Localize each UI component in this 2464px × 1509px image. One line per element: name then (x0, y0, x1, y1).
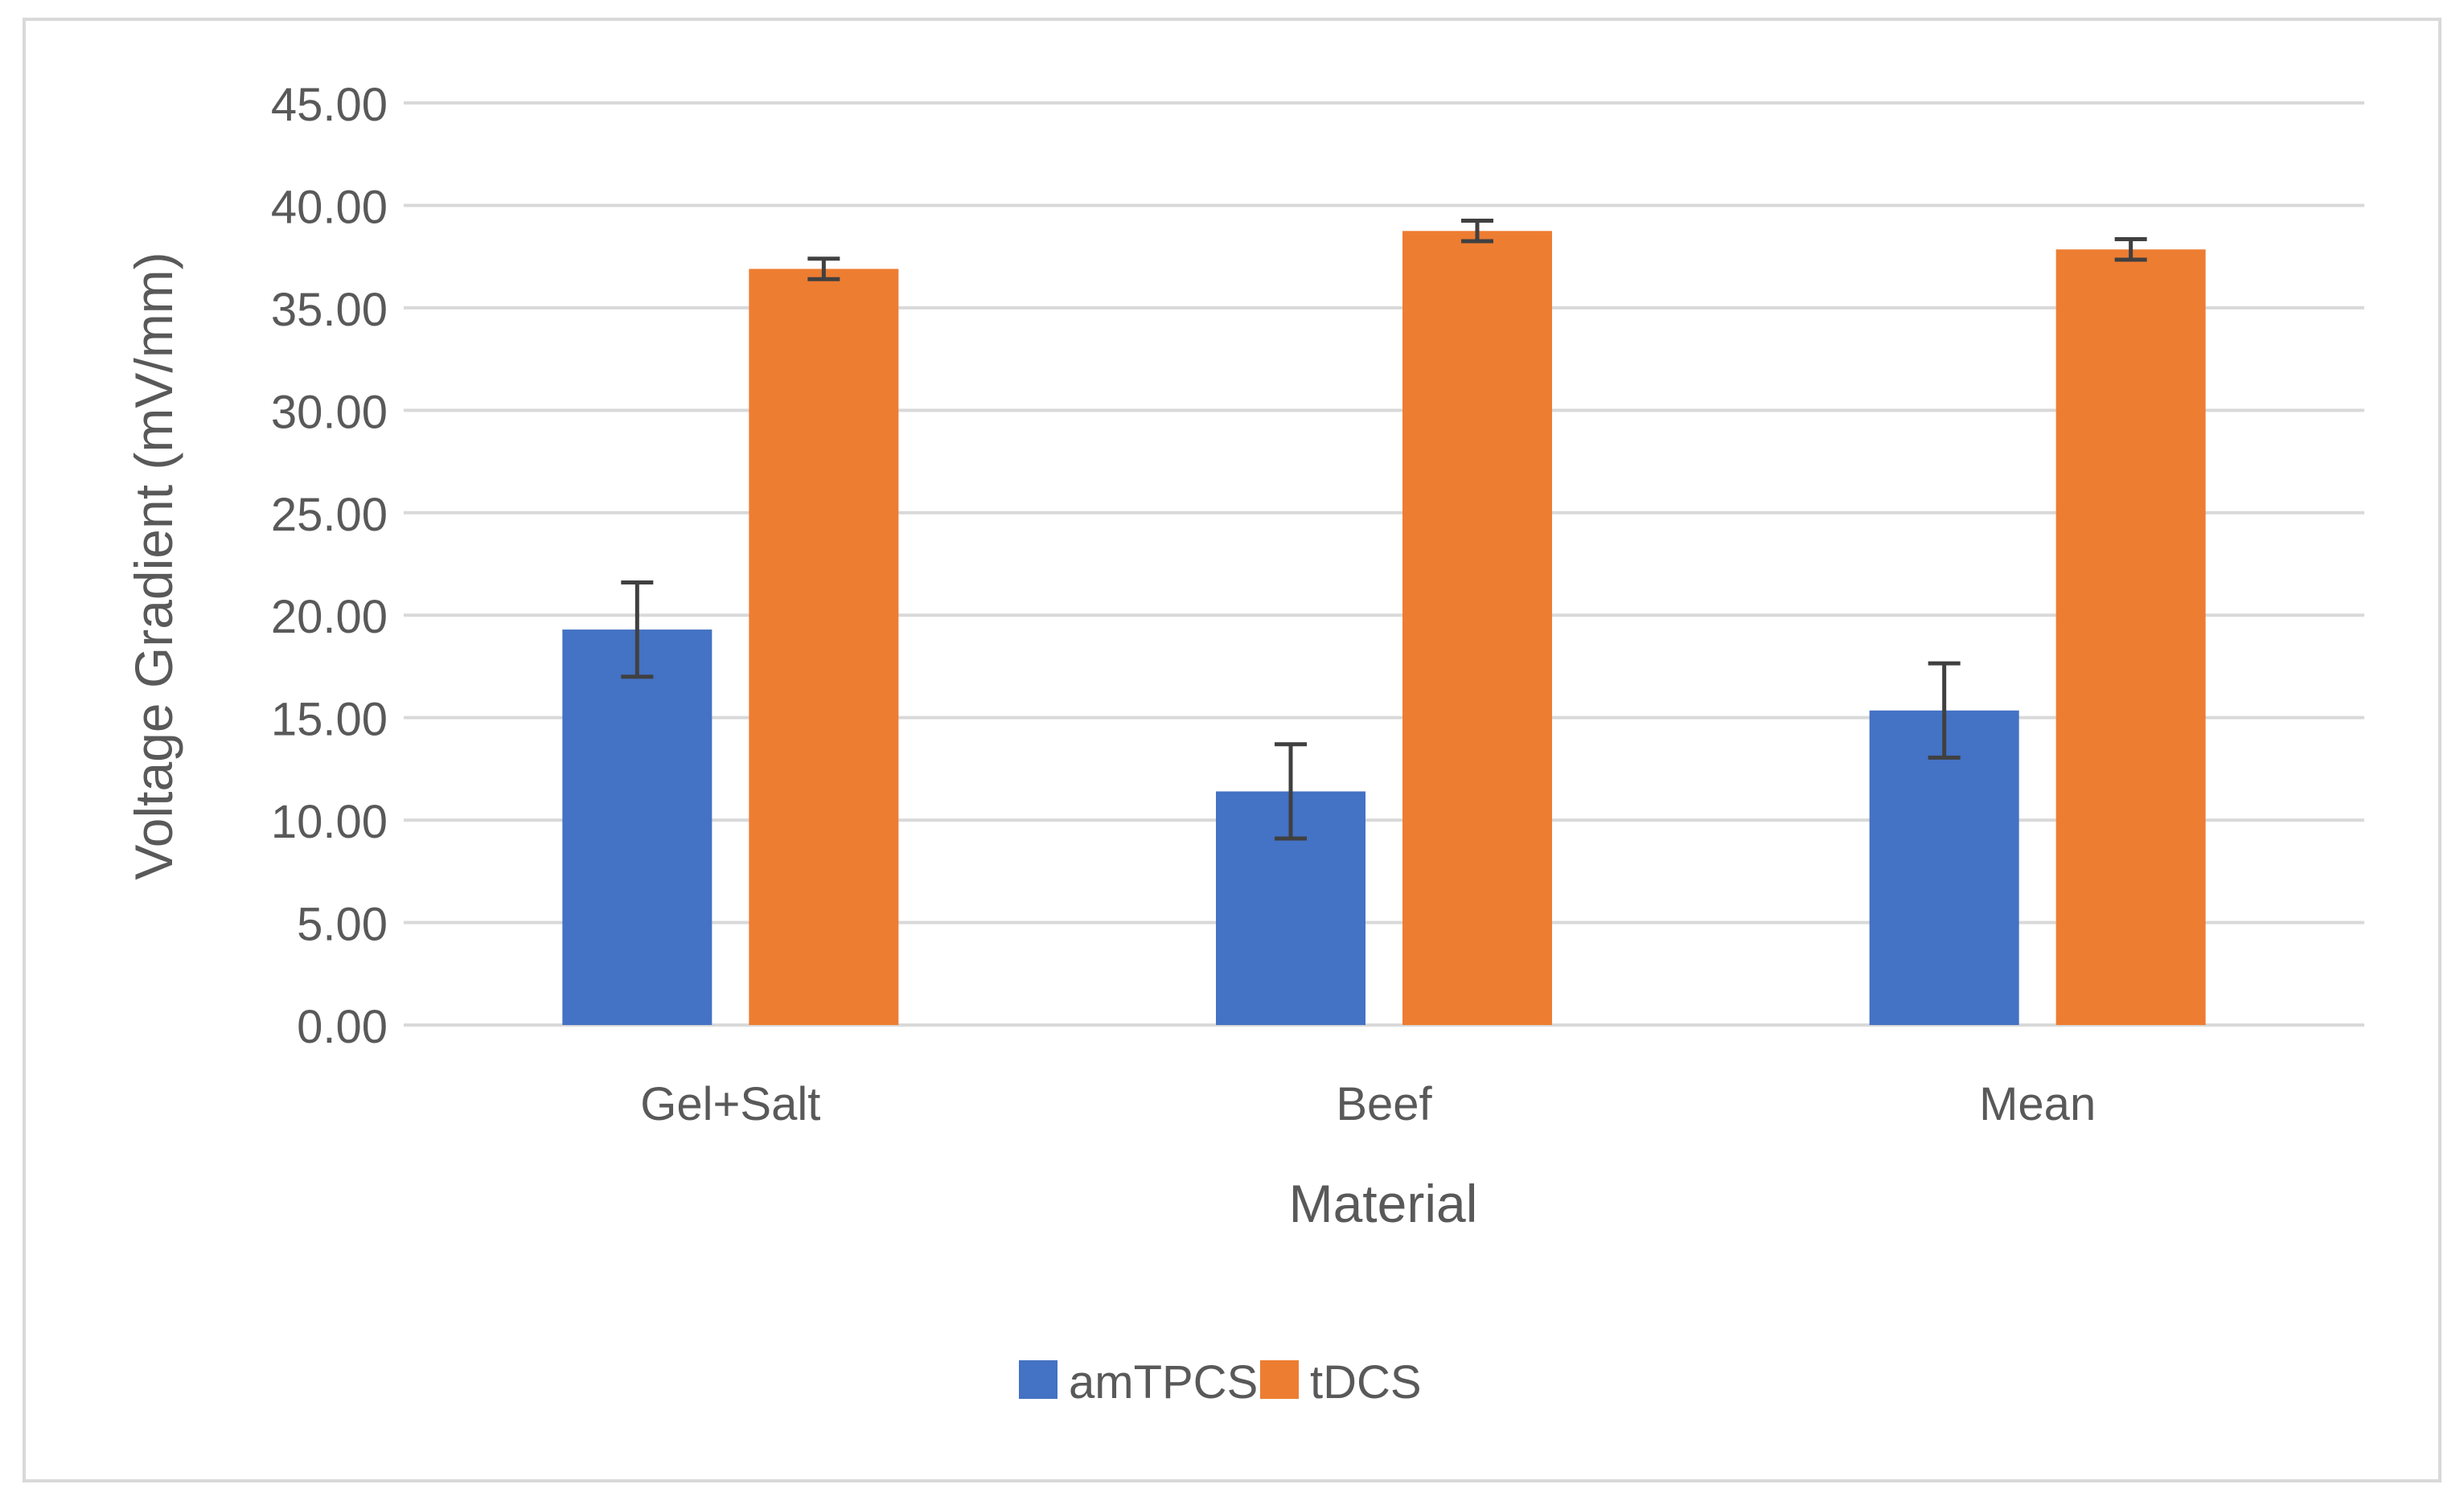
gridlines (404, 101, 2364, 1027)
y-tick-label: 45.00 (271, 79, 388, 131)
legend-item-amTPCS: amTPCS (1019, 1356, 1258, 1409)
legend-item-tDCS: tDCS (1260, 1356, 1422, 1409)
y-axis-ticks: 0.00 5.00 10.00 15.00 20.00 25.00 30.00 35.00 40… (271, 79, 388, 1053)
y-tick-label: 15.00 (271, 694, 388, 746)
x-tick-label: Beef (1336, 1078, 1432, 1130)
x-axis-title: Material (1289, 1174, 1478, 1233)
error-bar (1275, 742, 1307, 841)
legend-label: tDCS (1310, 1356, 1422, 1409)
y-tick-label: 35.00 (271, 284, 388, 336)
bar-tDCS-Gel+Salt (749, 269, 899, 1026)
y-tick-label: 40.00 (271, 181, 388, 233)
legend-swatch (1260, 1360, 1299, 1399)
x-tick-label: Gel+Salt (640, 1078, 820, 1130)
y-tick-label: 5.00 (297, 899, 388, 951)
y-tick-label: 20.00 (271, 591, 388, 643)
error-bar (807, 256, 840, 281)
error-bars (621, 219, 2147, 841)
error-bar (2114, 237, 2147, 262)
y-tick-label: 30.00 (271, 386, 388, 438)
legend-label: amTPCS (1069, 1356, 1258, 1409)
error-bar (621, 580, 654, 679)
bar-tDCS-Beef (1402, 231, 1552, 1025)
bars (562, 231, 2206, 1026)
bar-amTPCS-Mean (1869, 710, 2019, 1025)
x-axis-ticks: Gel+Salt Beef Mean (640, 1078, 2096, 1130)
y-tick-label: 10.00 (271, 796, 388, 848)
bar-amTPCS-Gel+Salt (562, 629, 713, 1025)
legend-swatch (1019, 1360, 1057, 1399)
error-bar (1461, 219, 1493, 244)
y-tick-label: 0.00 (297, 1001, 388, 1053)
error-bar (1928, 661, 1961, 760)
y-axis-title: Voltage Gradient (mV/mm) (124, 252, 183, 880)
legend: amTPCS tDCS (1019, 1356, 1422, 1409)
bar-tDCS-Mean (2055, 249, 2206, 1025)
chart-border (23, 18, 2441, 1482)
x-tick-label: Mean (1979, 1078, 2096, 1130)
y-tick-label: 25.00 (271, 489, 388, 541)
